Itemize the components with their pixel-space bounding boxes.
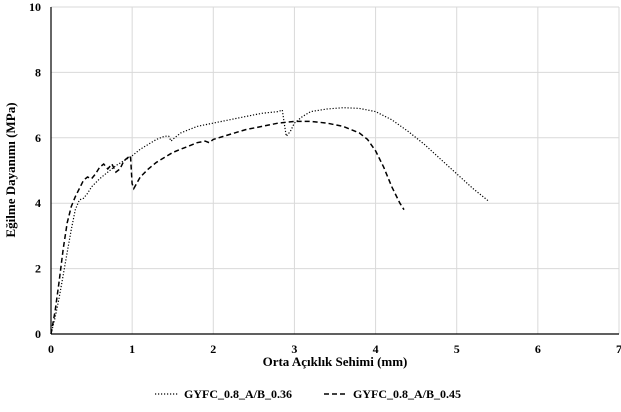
y-tick-label: 10 [29,0,41,14]
x-tick-label: 5 [454,342,460,356]
x-tick-labels: 0 1 2 3 4 5 6 7 [48,342,621,356]
x-tick-label: 6 [535,342,541,356]
legend: GYFC_0.8_A/B_0.36 GYFC_0.8_A/B_0.45 [155,387,461,401]
x-tick-label: 1 [129,342,135,356]
x-axis-label: Orta Açıklık Sehimi (mm) [263,354,408,369]
x-tick-label: 2 [210,342,216,356]
y-tick-label: 8 [35,65,41,79]
series-lines [50,107,490,335]
series-line-2 [50,120,405,335]
y-tick-label: 6 [35,131,41,145]
y-tick-labels: 0 2 4 6 8 10 [29,0,41,341]
y-tick-label: 2 [35,262,41,276]
x-tick-label: 7 [616,342,621,356]
x-tick-label: 3 [291,342,297,356]
y-tick-label: 4 [35,196,41,210]
y-axis-label: Eğilme Dayanımı (MPa) [3,102,18,237]
axes [50,7,619,335]
x-tick-label: 4 [373,342,379,356]
series-line-1 [50,107,490,335]
legend-label-1: GYFC_0.8_A/B_0.36 [184,387,292,401]
legend-label-2: GYFC_0.8_A/B_0.45 [353,387,461,401]
grid-lines [50,6,620,335]
y-tick-label: 0 [35,327,41,341]
x-tick-label: 0 [48,342,54,356]
